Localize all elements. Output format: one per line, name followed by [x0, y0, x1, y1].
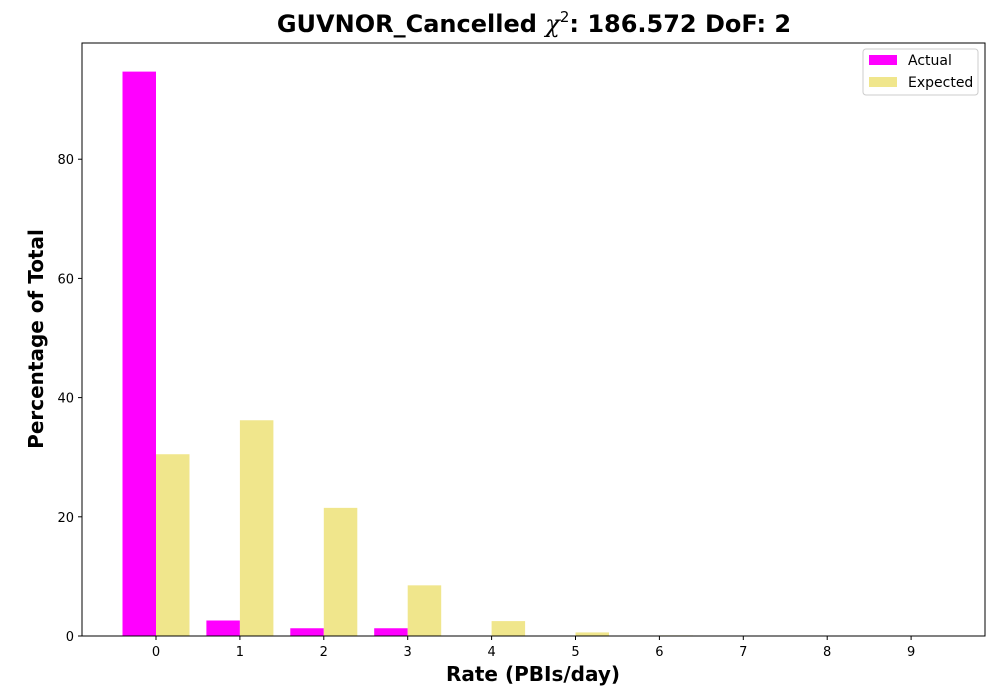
x-tick-label: 6 — [655, 645, 663, 660]
plot-frame — [81, 42, 986, 637]
legend: Actual Expected — [862, 48, 979, 96]
x-tick-label: 5 — [571, 645, 579, 660]
bar-expected-1 — [239, 420, 274, 636]
bar-actual-1 — [206, 620, 240, 636]
bar-actual-2 — [290, 628, 324, 636]
bar-expected-2 — [323, 507, 358, 636]
y-axis-ticks: 0 20 40 60 80 — [57, 153, 82, 645]
x-axis-ticks: 0 1 2 3 4 5 6 7 8 9 — [152, 636, 915, 660]
legend-label-actual: Actual — [908, 53, 952, 69]
chart-title-chi: χ — [543, 10, 561, 38]
bar-actual-0 — [122, 71, 156, 637]
bar-actual-3 — [374, 628, 408, 636]
y-axis-label: Percentage of Total — [24, 229, 48, 449]
y-tick-label: 0 — [66, 630, 74, 645]
x-tick-label: 2 — [320, 645, 328, 660]
x-tick-label: 7 — [739, 645, 747, 660]
chart-title-superscript: 2 — [560, 8, 570, 26]
x-tick-label: 4 — [487, 645, 495, 660]
chart-title-rest: : 186.572 DoF: 2 — [569, 10, 791, 38]
bars-layer — [122, 71, 777, 637]
chart-title-main: GUVNOR_Cancelled — [277, 10, 545, 38]
bar-expected-3 — [407, 585, 442, 636]
x-tick-label: 0 — [152, 645, 160, 660]
x-tick-label: 8 — [823, 645, 831, 660]
x-axis-label: Rate (PBIs/day) — [446, 662, 620, 686]
legend-swatch-actual — [869, 55, 897, 65]
bar-expected-0 — [156, 454, 190, 636]
bar-expected-5 — [575, 632, 609, 636]
y-tick-label: 40 — [57, 392, 74, 407]
x-tick-label: 9 — [907, 645, 915, 660]
y-tick-label: 80 — [57, 153, 74, 168]
bar-expected-4 — [491, 621, 526, 636]
legend-swatch-expected — [869, 77, 897, 87]
legend-label-expected: Expected — [908, 75, 973, 91]
x-tick-label: 3 — [404, 645, 412, 660]
chart-title: GUVNOR_Cancelled χ2: 186.572 DoF: 2 — [277, 8, 791, 38]
x-tick-label: 1 — [236, 645, 244, 660]
y-tick-label: 20 — [57, 511, 74, 526]
y-tick-label: 60 — [57, 272, 74, 287]
